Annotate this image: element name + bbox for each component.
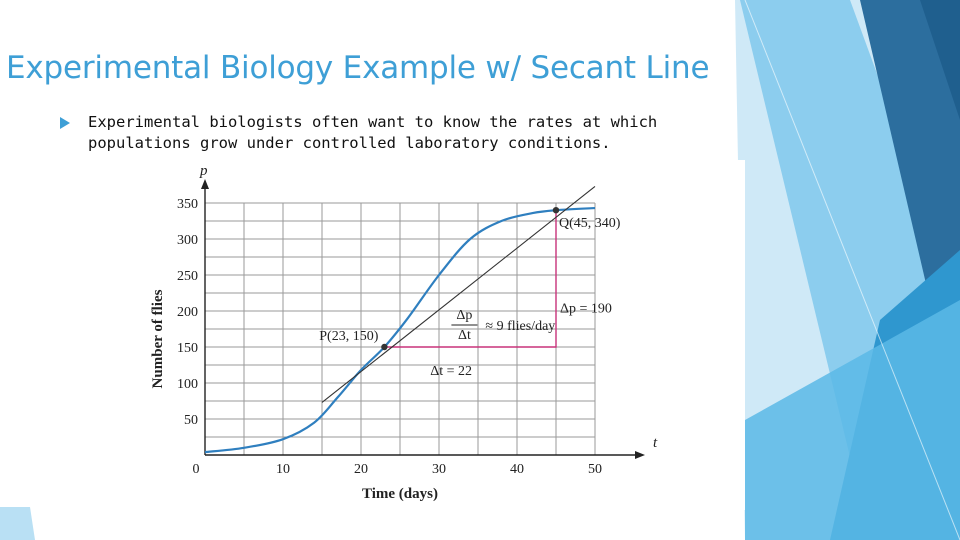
- y-tick-label: 300: [177, 233, 198, 248]
- x-tick-label: 0: [193, 462, 200, 477]
- point-p: [381, 343, 388, 351]
- slide-title: Experimental Biology Example w/ Secant L…: [6, 50, 710, 86]
- chart-annotations: P(23, 150) Q(45, 340) Δt = 22 Δp = 190 Δp Δt ≈…: [319, 216, 620, 379]
- chart-ticks: 0 10 20 30 40 50 50 100 150 200 250 300 350 Time (day…: [150, 197, 602, 502]
- rate-denominator: Δt: [458, 328, 471, 343]
- y-tick-label: 350: [177, 197, 198, 212]
- bullet-text: Experimental biologists often want to kn…: [88, 113, 658, 152]
- y-tick-label: 50: [184, 413, 198, 428]
- x-axis-arrow-icon: [635, 451, 645, 459]
- population-curve: [204, 206, 596, 454]
- rate-numerator: Δp: [456, 308, 472, 323]
- x-tick-label: 10: [276, 462, 290, 477]
- x-tick-label: 40: [510, 462, 524, 477]
- bullet-arrow-icon: [60, 117, 70, 129]
- x-tick-label: 20: [354, 462, 368, 477]
- delta-t-label: Δt = 22: [430, 364, 472, 379]
- deco-line: [744, 0, 960, 540]
- delta-p-label: Δp = 190: [560, 302, 612, 317]
- point-q: [552, 207, 560, 214]
- chart-grid: [205, 202, 596, 455]
- deco-shape-accent: [920, 0, 960, 120]
- rate-value: ≈ 9 flies/day: [485, 319, 555, 334]
- chart-axes: tp: [199, 165, 658, 459]
- x-tick-label: 50: [588, 462, 602, 477]
- y-tick-label: 150: [177, 341, 198, 356]
- deco-shape-left-corner: [0, 507, 35, 540]
- y-tick-label: 100: [177, 377, 198, 392]
- chart-series: [204, 186, 596, 454]
- point-q-label: Q(45, 340): [559, 216, 621, 231]
- x-axis-label: Time (days): [362, 486, 438, 502]
- y-axis-arrow-icon: [201, 179, 209, 189]
- y-tick-label: 200: [177, 305, 198, 320]
- secant-line: [321, 186, 596, 403]
- deco-shape-bottom: [745, 300, 960, 540]
- x-axis-variable: t: [653, 435, 658, 451]
- secant-triangle-legs: [384, 210, 557, 348]
- point-p-label: P(23, 150): [319, 329, 378, 344]
- y-axis-label: Number of flies: [150, 289, 166, 388]
- chart-backdrop: [135, 160, 745, 510]
- x-tick-label: 30: [432, 462, 446, 477]
- y-tick-label: 250: [177, 269, 198, 284]
- y-axis-variable: p: [199, 165, 208, 179]
